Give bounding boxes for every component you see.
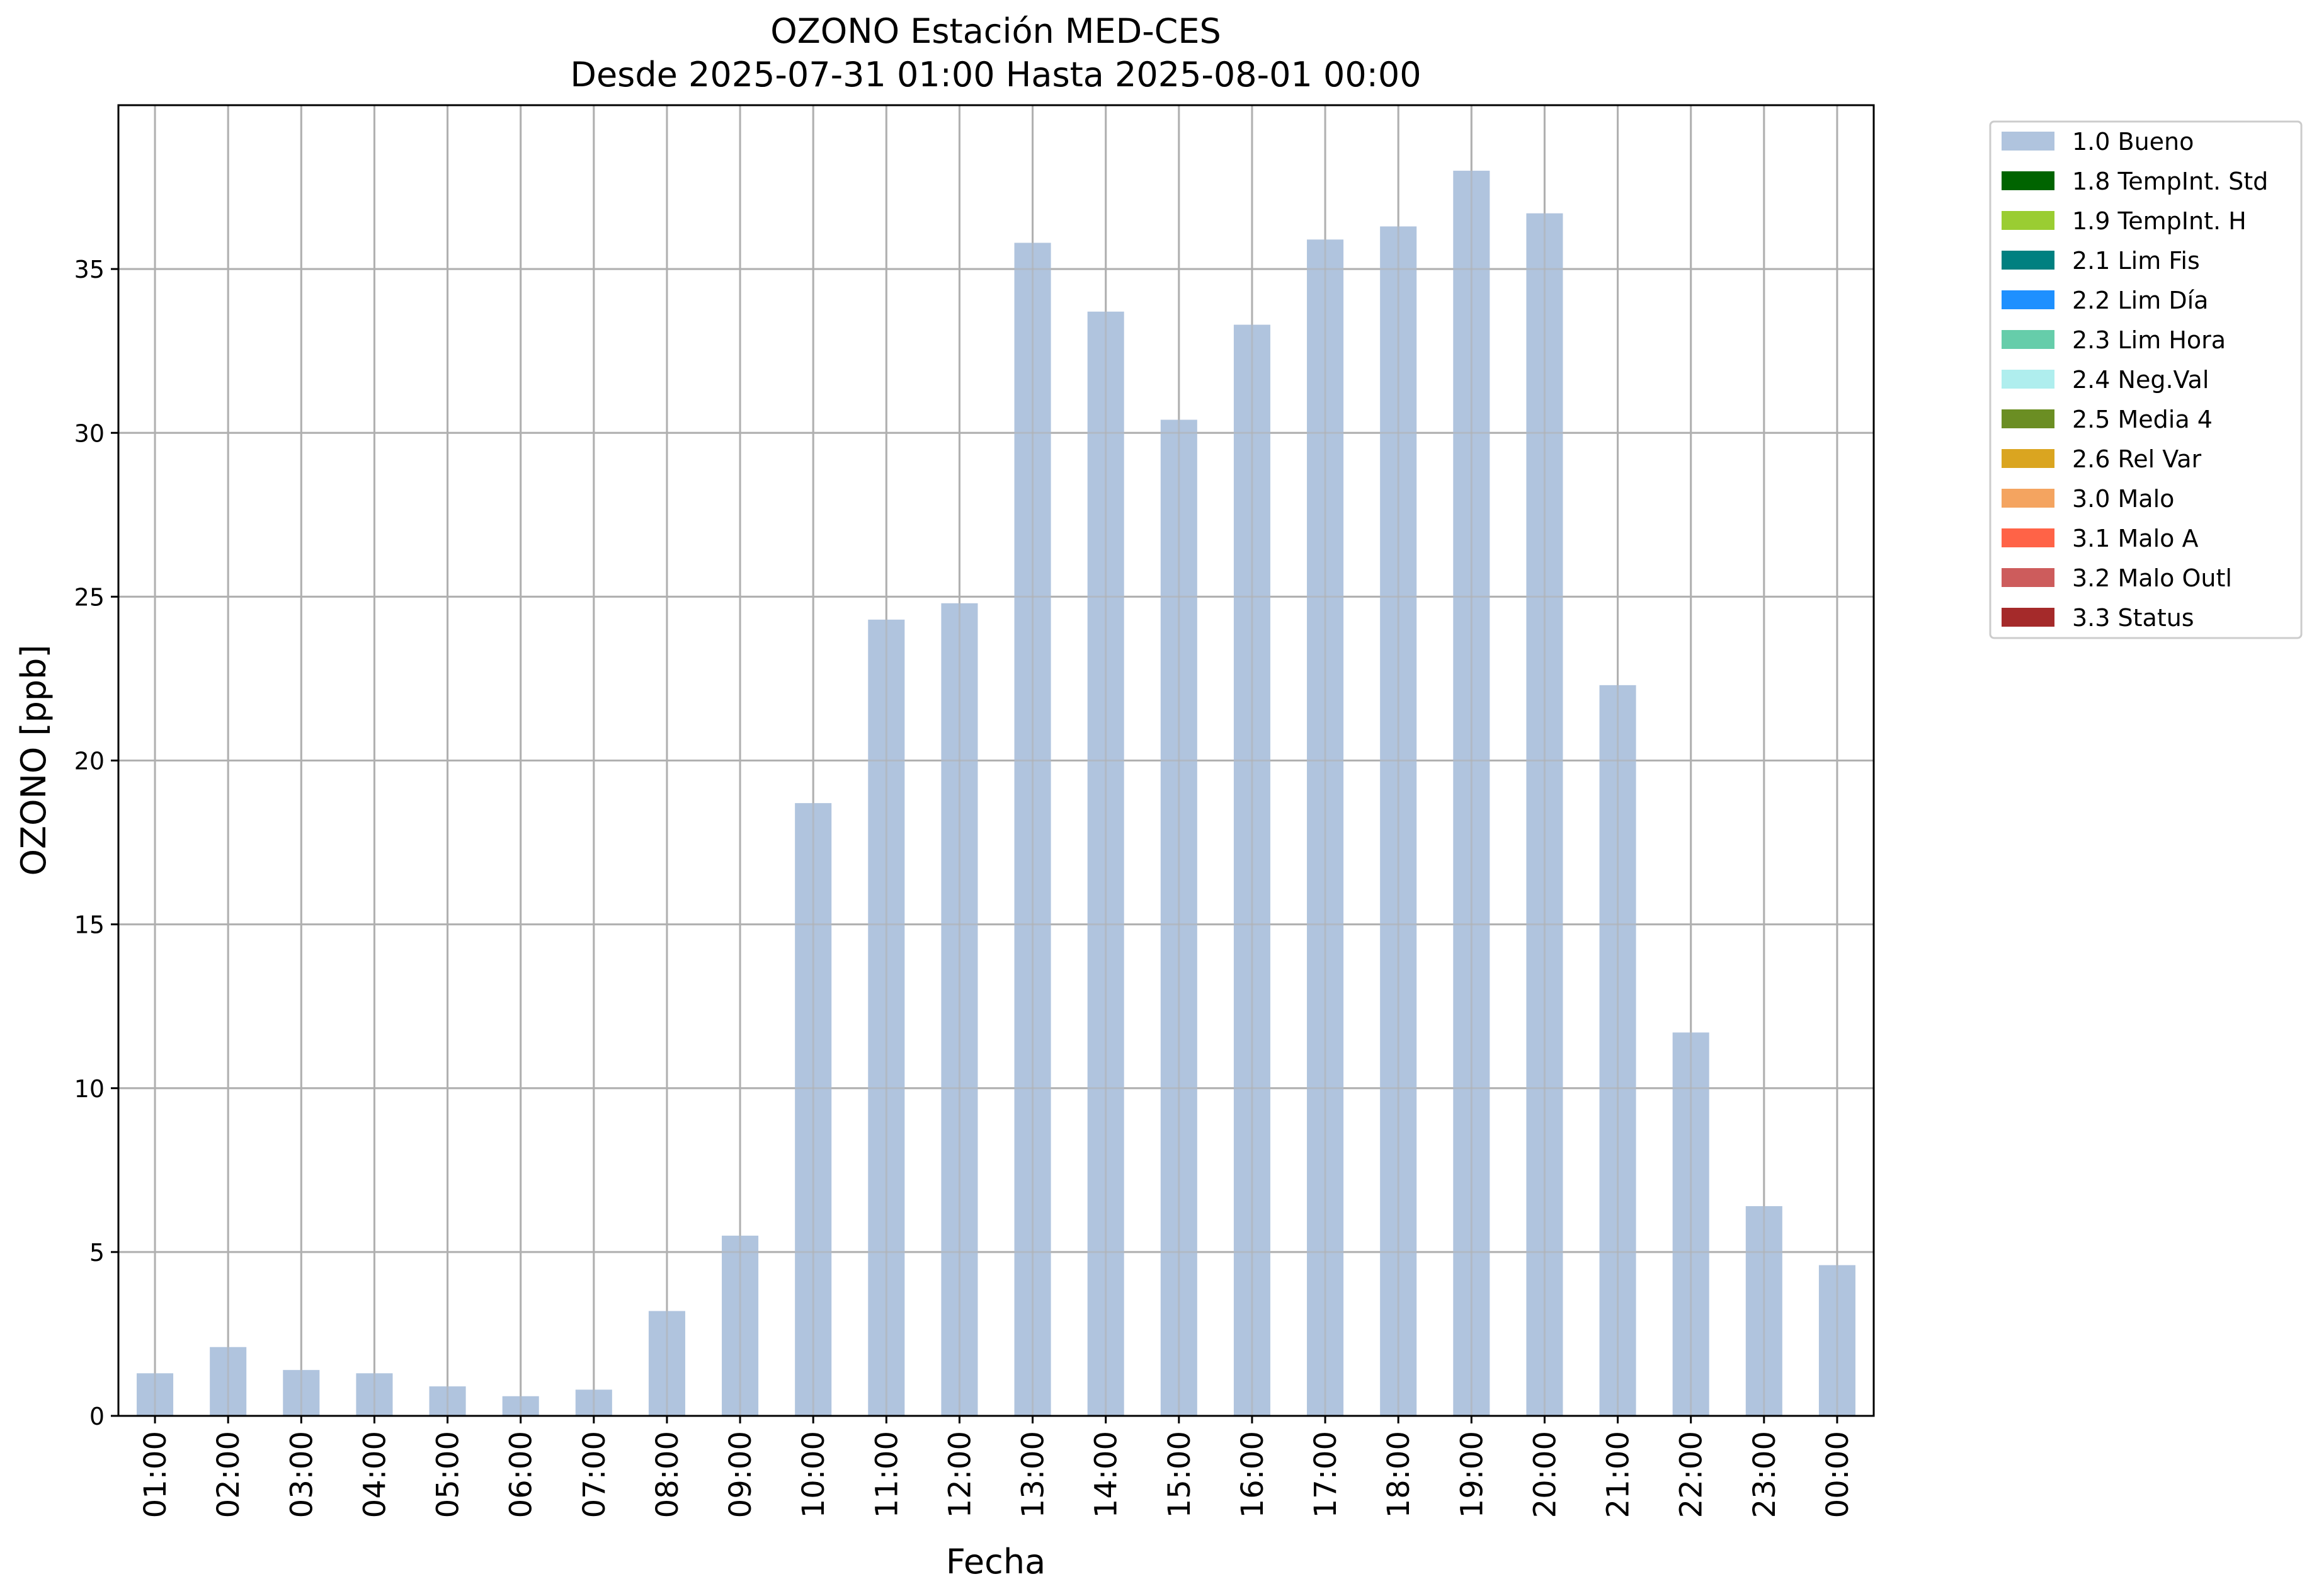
x-tick-label: 05:00 (431, 1431, 466, 1518)
legend-label: 3.1 Malo A (2072, 525, 2198, 552)
x-tick-label: 01:00 (138, 1431, 173, 1518)
x-tick-label: 12:00 (942, 1431, 977, 1518)
legend-label: 2.5 Media 4 (2072, 406, 2213, 433)
legend-swatch (2002, 528, 2054, 547)
x-tick-label: 17:00 (1308, 1431, 1343, 1518)
x-tick-label: 16:00 (1235, 1431, 1270, 1518)
legend-label: 2.1 Lim Fis (2072, 247, 2200, 275)
legend-frame (1989, 120, 2303, 639)
legend-swatch (2002, 489, 2054, 508)
x-tick-label: 03:00 (284, 1431, 319, 1518)
legend-swatch (2002, 330, 2054, 349)
legend-label: 2.3 Lim Hora (2072, 326, 2226, 354)
x-tick-label: 10:00 (796, 1431, 831, 1518)
x-tick-label: 21:00 (1601, 1431, 1636, 1518)
x-tick-label: 23:00 (1747, 1431, 1782, 1518)
y-tick-label: 10 (74, 1075, 105, 1103)
x-tick-label: 07:00 (577, 1431, 612, 1518)
legend-swatch (2002, 568, 2054, 587)
y-tick-label: 15 (74, 911, 105, 939)
x-tick-label: 15:00 (1162, 1431, 1197, 1518)
legend-label: 3.2 Malo Outl (2072, 564, 2232, 592)
y-axis: 0 5 10 15 20 25 30 35 (74, 256, 118, 1430)
y-tick-label: 30 (74, 419, 105, 447)
legend-label: 2.4 Neg.Val (2072, 366, 2209, 394)
x-axis: 01:00 02:00 03:00 04:00 05:00 06:00 07:00 08:00… (138, 1416, 1855, 1518)
legend-label: 1.0 Bueno (2072, 128, 2194, 156)
chart-subtitle: Desde 2025-07-31 01:00 Hasta 2025-08-01 … (570, 55, 1421, 94)
x-tick-label: 08:00 (650, 1431, 685, 1518)
x-tick-label: 04:00 (357, 1431, 392, 1518)
x-tick-label: 02:00 (211, 1431, 246, 1518)
y-tick-label: 0 (89, 1403, 105, 1430)
x-tick-label: 11:00 (869, 1431, 904, 1518)
legend-swatch (2002, 409, 2054, 428)
y-axis-label: OZONO [ppb] (14, 644, 54, 875)
legend-swatch (2002, 449, 2054, 468)
legend-label: 3.0 Malo (2072, 485, 2174, 513)
y-tick-label: 25 (74, 583, 105, 611)
legend-swatch (2002, 211, 2054, 230)
legend-swatch (2002, 608, 2054, 627)
bars-layer (118, 105, 1874, 1417)
x-tick-label: 13:00 (1016, 1431, 1051, 1518)
legend: 1.0 Bueno 1.8 TempInt. Std 1.9 TempInt. H 2… (1989, 120, 2303, 639)
legend-label: 2.2 Lim Día (2072, 287, 2208, 314)
x-tick-label: 19:00 (1454, 1431, 1490, 1518)
legend-swatch (2002, 370, 2054, 389)
x-tick-label: 06:00 (504, 1431, 539, 1518)
y-tick-label: 20 (74, 748, 105, 775)
legend-label: 2.6 Rel Var (2072, 445, 2202, 473)
x-tick-label: 20:00 (1527, 1431, 1563, 1518)
legend-label: 3.3 Status (2072, 604, 2194, 632)
legend-swatch (2002, 132, 2054, 151)
x-tick-label: 22:00 (1674, 1431, 1709, 1518)
x-axis-label: Fecha (946, 1542, 1046, 1582)
legend-swatch (2002, 171, 2054, 190)
x-tick-label: 00:00 (1820, 1431, 1855, 1518)
legend-swatch (2002, 251, 2054, 270)
chart-title: OZONO Estación MED-CES (770, 11, 1221, 51)
y-tick-label: 35 (74, 256, 105, 283)
legend-label: 1.9 TempInt. H (2072, 207, 2247, 235)
x-tick-label: 14:00 (1089, 1431, 1124, 1518)
y-tick-label: 5 (89, 1239, 105, 1267)
legend-swatch (2002, 290, 2054, 309)
x-tick-label: 18:00 (1381, 1431, 1416, 1518)
legend-label: 1.8 TempInt. Std (2072, 168, 2268, 195)
x-tick-label: 09:00 (723, 1431, 758, 1518)
